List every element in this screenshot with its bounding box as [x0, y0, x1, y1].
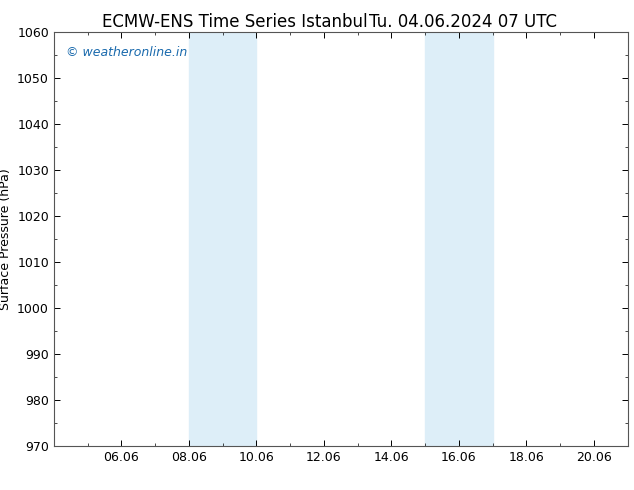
Text: © weatheronline.in: © weatheronline.in [66, 46, 187, 59]
Text: Tu. 04.06.2024 07 UTC: Tu. 04.06.2024 07 UTC [369, 13, 557, 31]
Bar [189, 32, 256, 446]
Bar [425, 32, 493, 446]
Text: ECMW-ENS Time Series Istanbul: ECMW-ENS Time Series Istanbul [102, 13, 367, 31]
Y-axis label: Surface Pressure (hPa): Surface Pressure (hPa) [0, 168, 11, 310]
